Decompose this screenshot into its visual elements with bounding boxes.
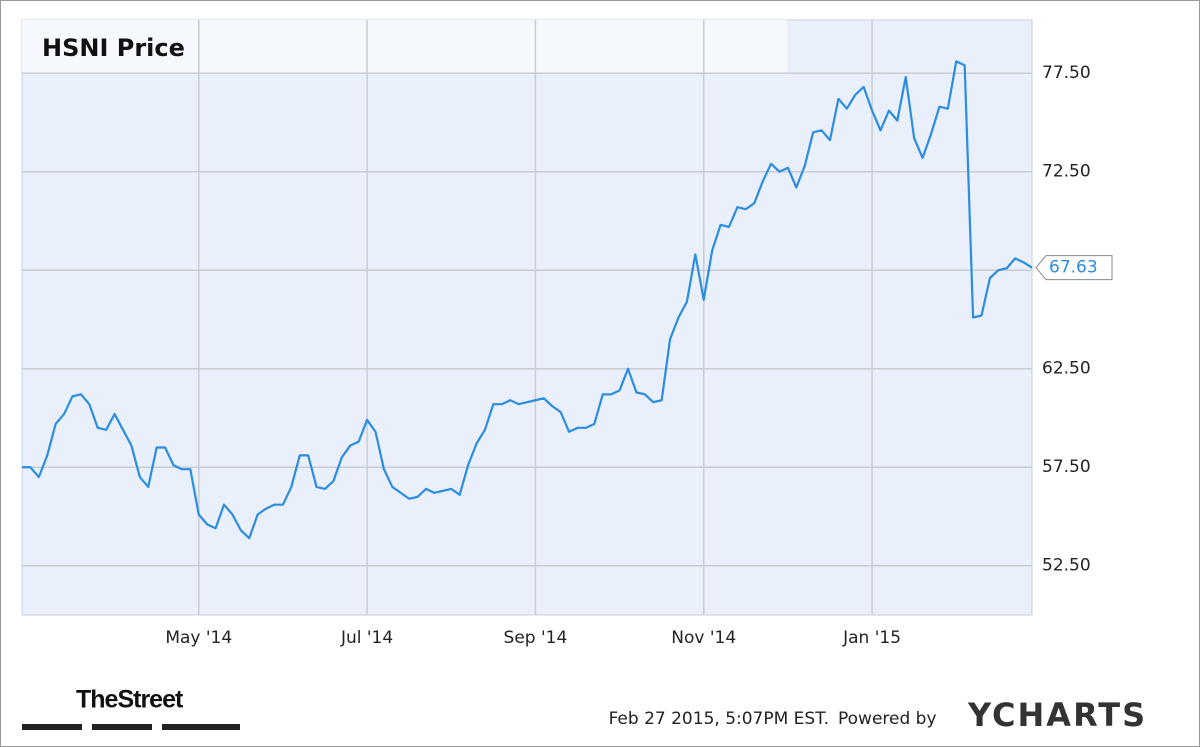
source-logo: TheStreet — [76, 686, 184, 714]
logo-bar — [22, 724, 82, 730]
last-value-label: 67.63 — [1049, 258, 1098, 278]
last-value-box — [1035, 255, 1113, 281]
y-tick-label: 57.50 — [1042, 457, 1091, 477]
brand-logo: YCHARTS — [967, 696, 1147, 734]
marks — [22, 60, 1033, 540]
credit: Powered by — [838, 709, 937, 729]
x-tick-label: Jan '15 — [842, 628, 901, 648]
x-tick-label: Nov '14 — [671, 628, 736, 648]
x-tick-label: May '14 — [165, 628, 232, 648]
logo-bar — [162, 724, 240, 730]
plot-area — [21, 19, 1033, 616]
x-tick-label: Jul '14 — [340, 628, 393, 648]
y-tick-label: 72.50 — [1042, 162, 1091, 182]
x-tick-label: Sep '14 — [504, 628, 568, 648]
timestamp: Feb 27 2015, 5:07PM EST. — [609, 709, 829, 729]
chart-title: HSNI Price — [42, 34, 185, 62]
y-tick-label: 62.50 — [1042, 359, 1091, 379]
grid — [22, 20, 1032, 615]
logo-bar — [92, 724, 152, 730]
title-band — [22, 20, 787, 73]
y-tick-label: 52.50 — [1042, 556, 1091, 576]
y-tick-label: 77.50 — [1042, 63, 1091, 83]
price-line — [22, 60, 1033, 540]
